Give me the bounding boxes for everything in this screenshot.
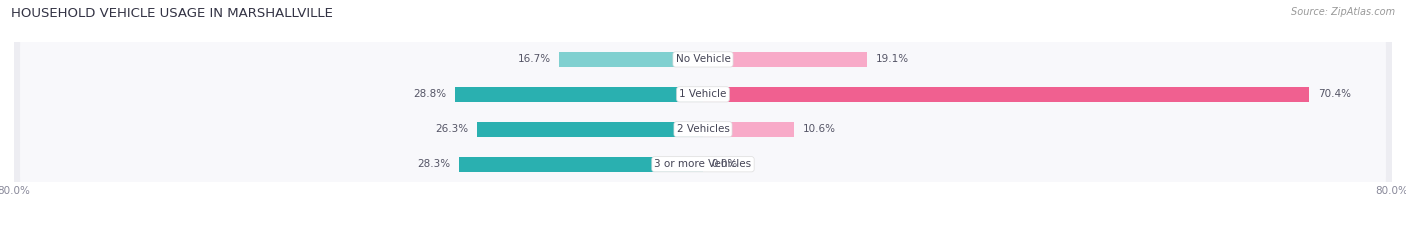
Text: 28.8%: 28.8% bbox=[413, 89, 446, 99]
Text: HOUSEHOLD VEHICLE USAGE IN MARSHALLVILLE: HOUSEHOLD VEHICLE USAGE IN MARSHALLVILLE bbox=[11, 7, 333, 20]
Text: No Vehicle: No Vehicle bbox=[675, 55, 731, 64]
Text: 1 Vehicle: 1 Vehicle bbox=[679, 89, 727, 99]
FancyBboxPatch shape bbox=[20, 99, 1386, 160]
Text: 28.3%: 28.3% bbox=[418, 159, 451, 169]
FancyBboxPatch shape bbox=[20, 134, 1386, 195]
Bar bbox=[703, 52, 868, 67]
Bar bbox=[477, 122, 703, 137]
Text: 16.7%: 16.7% bbox=[517, 55, 551, 64]
Text: 70.4%: 70.4% bbox=[1317, 89, 1351, 99]
Bar bbox=[703, 87, 1309, 102]
Text: 10.6%: 10.6% bbox=[803, 124, 837, 134]
FancyBboxPatch shape bbox=[11, 17, 1395, 102]
Text: 2 Vehicles: 2 Vehicles bbox=[676, 124, 730, 134]
Bar bbox=[703, 122, 794, 137]
Text: 3 or more Vehicles: 3 or more Vehicles bbox=[654, 159, 752, 169]
Text: 0.0%: 0.0% bbox=[711, 159, 738, 169]
Text: Source: ZipAtlas.com: Source: ZipAtlas.com bbox=[1291, 7, 1395, 17]
FancyBboxPatch shape bbox=[20, 64, 1386, 125]
FancyBboxPatch shape bbox=[11, 52, 1395, 137]
FancyBboxPatch shape bbox=[11, 122, 1395, 206]
Text: 19.1%: 19.1% bbox=[876, 55, 910, 64]
Text: 26.3%: 26.3% bbox=[434, 124, 468, 134]
FancyBboxPatch shape bbox=[11, 87, 1395, 171]
FancyBboxPatch shape bbox=[20, 29, 1386, 90]
Bar bbox=[560, 52, 703, 67]
Bar bbox=[456, 87, 703, 102]
Bar bbox=[460, 157, 703, 171]
